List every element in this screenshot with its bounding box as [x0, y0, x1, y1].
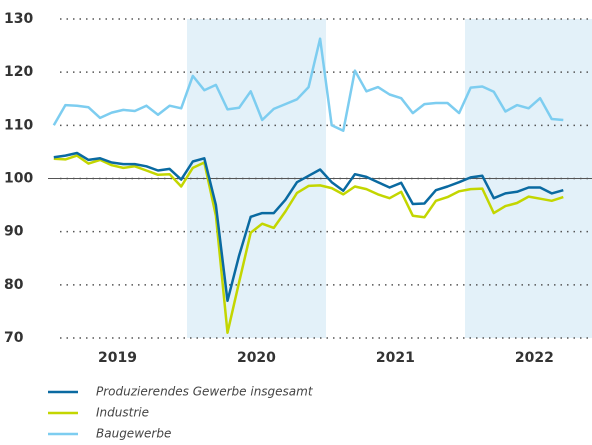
series-line	[52, 37, 564, 132]
series-line	[53, 151, 564, 303]
y-tick-label: 130	[4, 11, 33, 27]
x-tick-label: 2021	[376, 350, 415, 366]
y-tick-label: 90	[4, 224, 24, 240]
x-tick-label: 2020	[237, 350, 276, 366]
legend-label: Produzierendes Gewerbe insgesamt	[96, 385, 314, 399]
series-line	[53, 154, 564, 334]
legend-label: Baugewerbe	[96, 427, 171, 441]
x-tick-label: 2022	[515, 350, 554, 366]
legend-label: Industrie	[96, 406, 149, 420]
y-tick-label: 100	[4, 171, 33, 187]
x-tick-label: 2019	[98, 350, 137, 366]
y-tick-label: 110	[4, 117, 33, 133]
y-tick-label: 80	[4, 277, 24, 293]
y-tick-label: 120	[4, 64, 33, 80]
y-tick-label: 70	[4, 330, 24, 346]
